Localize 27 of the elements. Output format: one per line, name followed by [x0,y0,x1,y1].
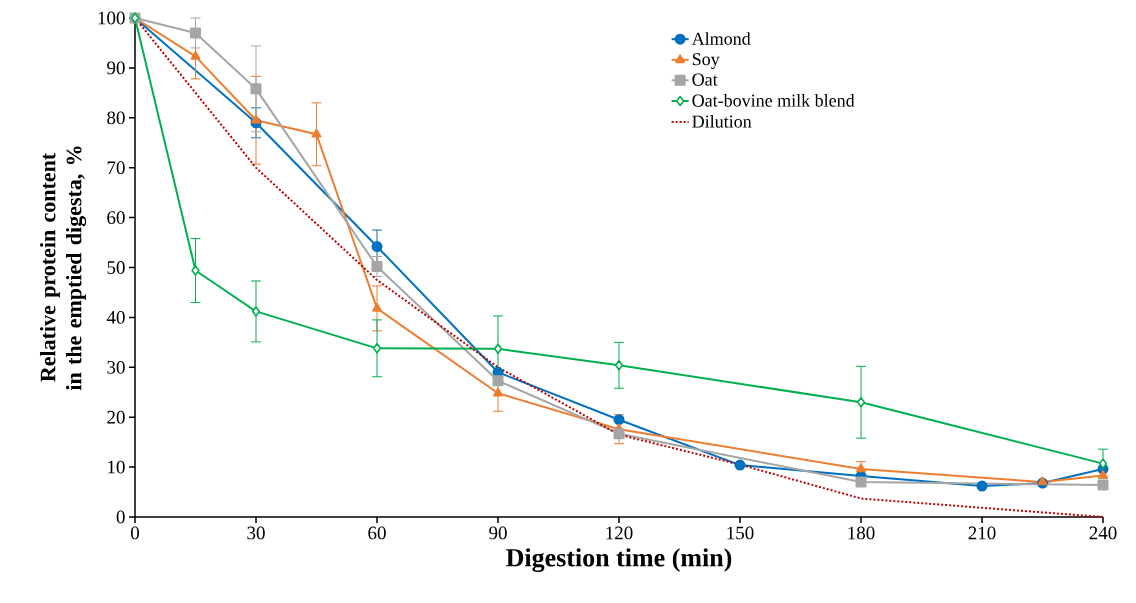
y-axis-title: Relative protein content in the emptied digesta, % [39,146,87,391]
y-tick-label: 70 [107,161,125,175]
legend-label: Oat-bovine milk blend [692,93,855,107]
y-tick-label: 30 [107,360,125,374]
x-tick-label: 150 [727,526,754,540]
x-tick-label: 180 [848,526,875,540]
y-tick-label: 10 [108,460,125,474]
y-tick-label: 0 [116,510,125,524]
y-tick-label: 100 [98,11,125,25]
x-tick-label: 0 [130,526,140,540]
x-tick-label: 120 [606,526,633,540]
y-tick-label: 50 [107,261,125,274]
y-tick-label: 60 [107,211,125,225]
legend-label: Almond [691,32,751,45]
x-tick-label: 30 [247,526,265,540]
y-tick-label: 80 [107,111,125,125]
legend-label: Soy [692,53,720,69]
x-tick-label: 240 [1089,526,1117,540]
x-axis-title: Digestion time (min) [506,548,732,572]
y-tick-label: 20 [107,410,125,424]
y-tick-label: 40 [106,311,125,324]
legend-label: Oat [692,73,718,86]
x-tick-label: 90 [489,526,507,540]
x-tick-label: 60 [368,526,386,540]
y-tick-label: 90 [107,61,125,75]
legend-label: Dilution [692,114,752,128]
x-tick-label: 210 [968,526,996,540]
